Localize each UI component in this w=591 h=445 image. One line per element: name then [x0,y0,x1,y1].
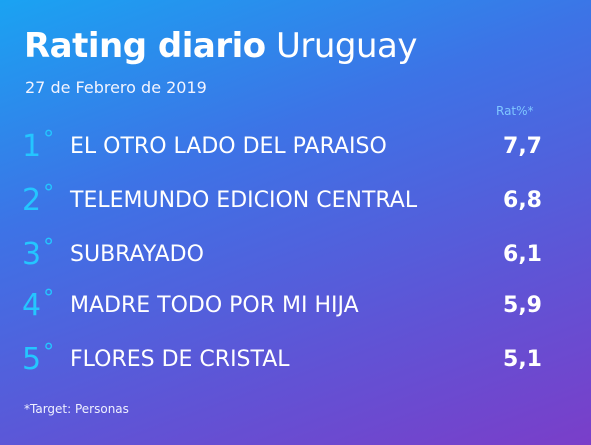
ranking-row: 1° EL OTRO LADO DEL PARAISO 7,7 [22,127,542,167]
program-name: FLORES DE CRISTAL [70,347,290,372]
rating-value: 5,1 [503,347,542,372]
title-country: Uruguay [275,26,418,66]
rating-value: 5,9 [503,293,542,318]
program-name: SUBRAYADO [70,242,204,267]
ranking-row: 2° TELEMUNDO EDICION CENTRAL 6,8 [22,181,542,221]
rating-column-header: Rat%* [496,104,534,118]
rating-value: 6,1 [503,242,542,267]
rating-value: 7,7 [503,134,542,159]
rank-number: 4° [22,286,55,323]
ranking-row: 5° FLORES DE CRISTAL 5,1 [22,340,542,380]
program-name: EL OTRO LADO DEL PARAISO [70,134,387,159]
program-name: TELEMUNDO EDICION CENTRAL [70,188,418,213]
rank-number: 3° [22,235,55,272]
rating-value: 6,8 [503,188,542,213]
ranking-row: 4° MADRE TODO POR MI HIJA 5,9 [22,286,542,326]
rank-number: 1° [22,127,55,164]
date-label: 27 de Febrero de 2019 [25,78,207,97]
title-main: Rating diario [24,26,266,66]
rank-number: 5° [22,340,55,377]
program-name: MADRE TODO POR MI HIJA [70,293,359,318]
page-title: Rating diario Uruguay [24,26,417,66]
ranking-row: 3° SUBRAYADO 6,1 [22,235,542,275]
rank-number: 2° [22,181,55,218]
target-footnote: *Target: Personas [24,402,129,416]
